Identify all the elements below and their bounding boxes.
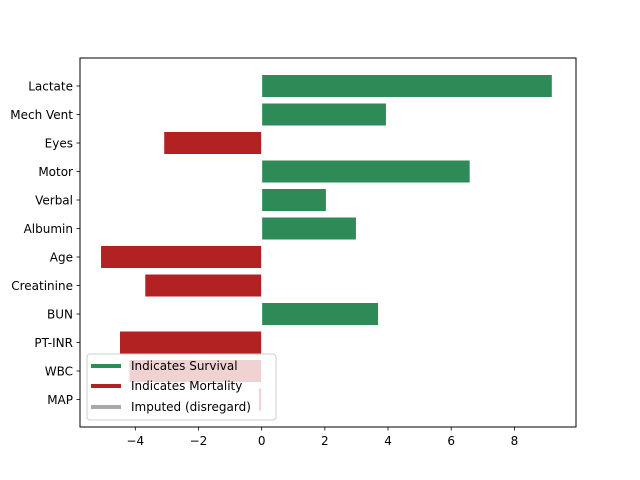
bar-pt-inr bbox=[118, 330, 263, 355]
x-tick-label: 8 bbox=[511, 434, 519, 448]
y-tick-label-bun: BUN bbox=[47, 308, 73, 322]
x-tick-label: 4 bbox=[384, 434, 392, 448]
bar-lactate bbox=[261, 74, 553, 98]
y-tick-label-motor: Motor bbox=[38, 165, 73, 179]
y-tick-label-creatinine: Creatinine bbox=[11, 279, 73, 293]
bar-age bbox=[100, 245, 263, 269]
y-tick-label-eyes: Eyes bbox=[45, 137, 73, 151]
y-tick-label-age: Age bbox=[50, 251, 73, 265]
bar-eyes bbox=[163, 131, 263, 155]
bar-albumin bbox=[261, 216, 357, 241]
legend: Indicates Survival Indicates Mortality I… bbox=[86, 353, 277, 421]
x-axis: −4 −2 0 2 4 6 8 bbox=[126, 427, 518, 448]
bar-verbal bbox=[261, 188, 327, 212]
y-tick-label-pt-inr: PT-INR bbox=[34, 336, 73, 350]
legend-label-mortality: Indicates Mortality bbox=[131, 379, 242, 393]
y-tick-label-albumin: Albumin bbox=[24, 222, 73, 236]
x-tick-label: 2 bbox=[321, 434, 329, 448]
bar-creatinine bbox=[144, 273, 263, 298]
legend-box bbox=[86, 353, 277, 421]
x-tick-label: −4 bbox=[126, 434, 144, 448]
y-tick-label-lactate: Lactate bbox=[28, 80, 73, 94]
bar-mech-vent bbox=[261, 102, 387, 127]
bar-motor bbox=[261, 159, 471, 184]
y-axis: Lactate Mech Vent Eyes Motor Verbal Albumin Ag… bbox=[10, 80, 80, 407]
y-tick-label-map: MAP bbox=[47, 393, 73, 407]
y-tick-label-wbc: WBC bbox=[45, 365, 73, 379]
axes-frame bbox=[79, 57, 577, 428]
y-tick-label-verbal: Verbal bbox=[35, 194, 73, 208]
legend-label-imputed: Imputed (disregard) bbox=[131, 400, 251, 414]
legend-label-survival: Indicates Survival bbox=[131, 359, 238, 373]
bar-bun bbox=[261, 302, 380, 326]
x-tick-label: −2 bbox=[190, 434, 208, 448]
x-tick-label: 6 bbox=[447, 434, 455, 448]
x-tick-label: 0 bbox=[258, 434, 266, 448]
y-tick-label-mech-vent: Mech Vent bbox=[10, 108, 73, 122]
